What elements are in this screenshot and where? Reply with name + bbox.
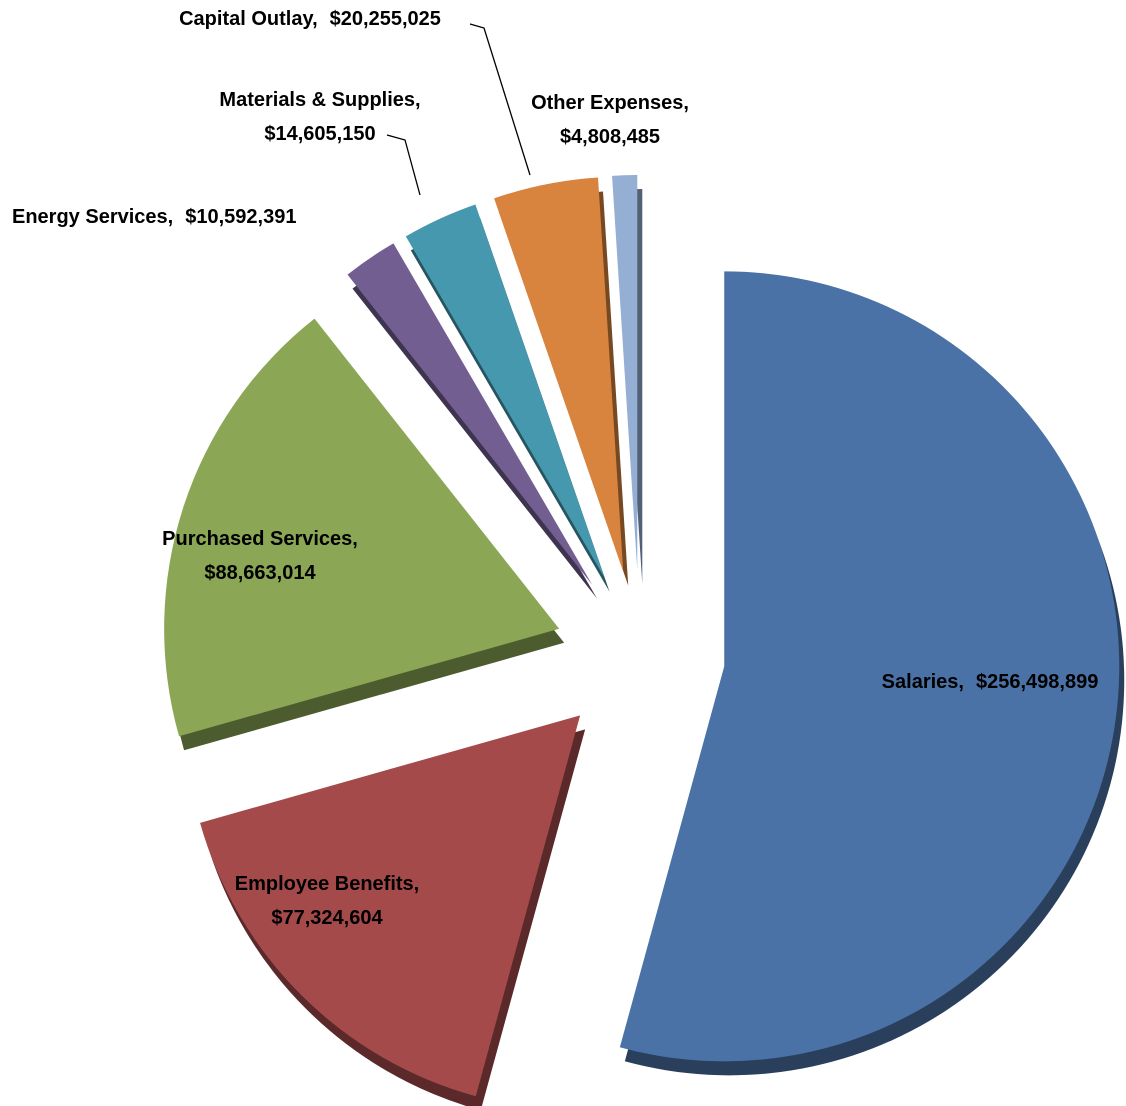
labels: Salaries, $256,498,899 Employee Benefits, $… <box>12 8 1098 929</box>
category-name: Salaries, <box>882 671 964 693</box>
leader-line <box>469 23 531 176</box>
pie-slice <box>494 177 624 572</box>
category-name: Other Expenses, <box>531 92 689 114</box>
pie-slice <box>200 715 581 1097</box>
category-name: Employee Benefits, <box>235 873 420 895</box>
category-name: Materials & Supplies, <box>219 89 420 111</box>
leader-line <box>386 134 421 196</box>
category-name: Energy Services, <box>12 206 173 228</box>
data-label: Other Expenses, $4,808,485 <box>531 92 689 148</box>
data-label: Energy Services, $10,592,391 <box>12 206 296 228</box>
data-label: Employee Benefits, $77,324,604 <box>235 873 420 929</box>
data-label: Materials & Supplies, $14,605,150 <box>219 89 420 145</box>
data-label: Purchased Services, $88,663,014 <box>162 528 358 584</box>
value-label: $77,324,604 <box>271 907 383 929</box>
value-label: $4,808,485 <box>560 126 660 148</box>
value-label: $20,255,025 <box>330 8 441 30</box>
pie-slice <box>405 204 605 578</box>
value-label: $88,663,014 <box>204 562 316 584</box>
pie-slice <box>164 318 560 737</box>
category-name: Purchased Services, <box>162 528 358 550</box>
pie-slice <box>347 243 593 585</box>
data-label: Salaries, $256,498,899 <box>882 671 1099 693</box>
value-label: $10,592,391 <box>185 206 296 228</box>
category-name: Capital Outlay, <box>179 8 318 30</box>
pie-slice <box>619 271 1120 1062</box>
pie-slice <box>612 175 638 571</box>
value-label: $14,605,150 <box>264 123 375 145</box>
data-label: Capital Outlay, $20,255,025 <box>179 8 441 30</box>
value-label: $256,498,899 <box>976 671 1098 693</box>
slices <box>164 175 1120 1097</box>
